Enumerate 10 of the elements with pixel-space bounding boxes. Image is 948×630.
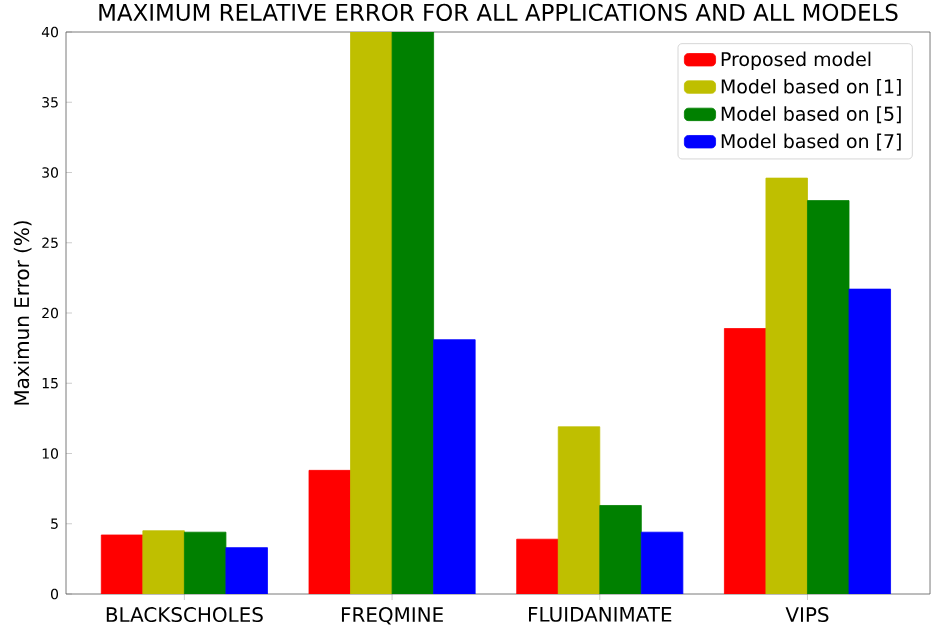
legend-label: Model based on [1]	[721, 78, 901, 96]
legend-label: Proposed model	[721, 51, 871, 70]
x-tick-label: FLUIDANIMATE	[529, 607, 672, 622]
legend-label: Model based on [5]	[721, 106, 901, 124]
y-axis-title: Maximun Error (%)	[13, 221, 32, 405]
chart-title: MAXIMUM RELATIVE ERROR FOR ALL APPLICATIONS AND ALL MODELS	[99, 3, 898, 21]
x-tick-label: VIPS	[785, 607, 829, 623]
x-tick-label: FREQMINE	[341, 607, 443, 625]
x-tick-label: BLACKSCHOLES	[106, 607, 263, 623]
legend-label: Model based on [7]	[721, 133, 901, 151]
